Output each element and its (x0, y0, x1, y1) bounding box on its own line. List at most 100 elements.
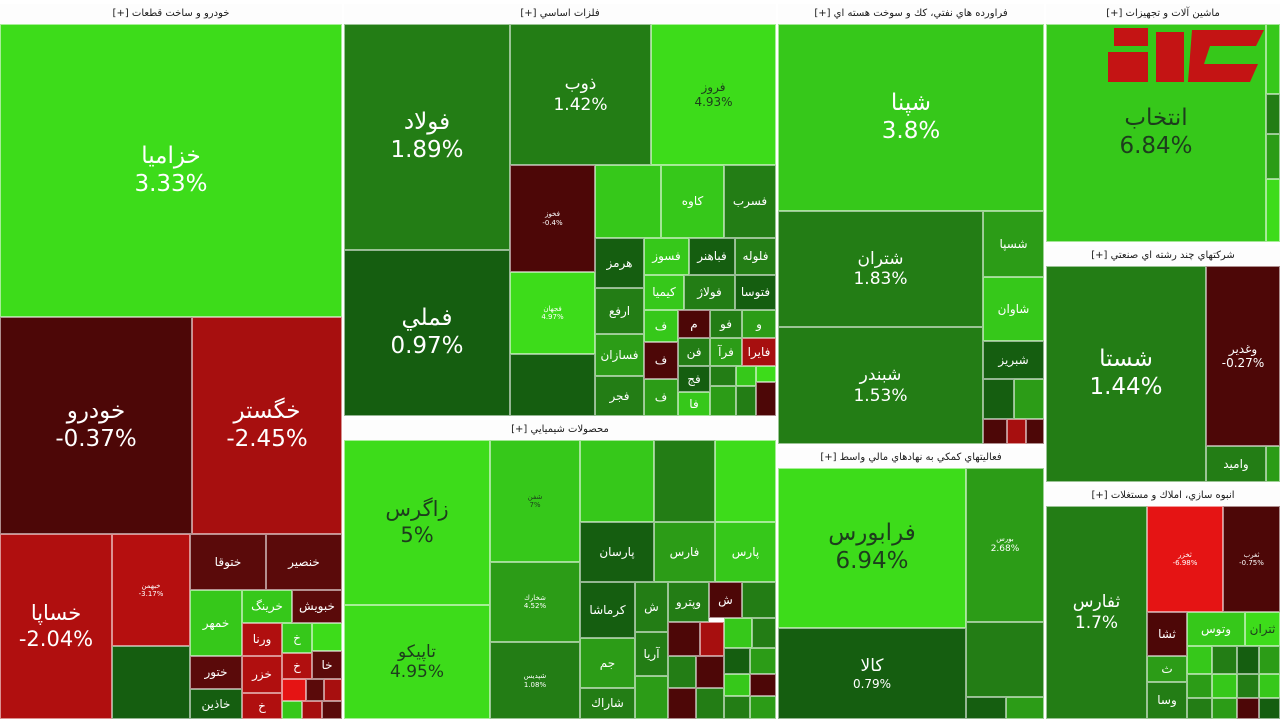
sector-auto-header[interactable]: خودرو و ساخت قطعات [+] (0, 4, 342, 25)
tile-khegostar[interactable]: خگستر -2.45% (192, 317, 342, 534)
tile-khazar[interactable]: خزر (242, 656, 282, 693)
tile-varna[interactable]: ورنا (242, 623, 282, 656)
tile-m4[interactable]: فن (678, 338, 710, 366)
tile-chem-h[interactable] (724, 618, 752, 648)
tile-shbandar[interactable]: شبندر 1.53% (778, 327, 983, 444)
tile-sharak[interactable]: شاراك (580, 688, 635, 719)
tile-chem-p[interactable] (724, 674, 750, 696)
tile-khodro[interactable]: خودرو -0.37% (0, 317, 192, 534)
tile-r4[interactable]: ثغرب -0.75% (1223, 506, 1280, 612)
tile-faraboors[interactable]: فرابورس 6.94% (778, 468, 966, 628)
tile-c1[interactable]: ش (635, 582, 668, 632)
tile-m2[interactable]: م (678, 310, 710, 338)
tile-mach-a[interactable] (1266, 24, 1280, 94)
tile-vtoos[interactable]: وتوس (1187, 612, 1245, 646)
tile-ref-e[interactable] (1026, 419, 1044, 444)
tile-re-k[interactable] (1237, 698, 1259, 719)
tile-multi-a[interactable] (1266, 446, 1280, 482)
tile-r1[interactable]: ثشا (1147, 612, 1187, 656)
tile-boors[interactable]: بورس 2.68% (966, 468, 1044, 622)
tile-zob[interactable]: ذوب 1.42% (510, 24, 651, 165)
tile-m-small-a[interactable] (710, 366, 736, 386)
sector-chemical-header[interactable]: محصولات شيميايي [+] (344, 420, 776, 441)
tile-shkhark[interactable]: شخارك 4.52% (490, 562, 580, 642)
tile-shavan[interactable]: شاوان (983, 277, 1044, 341)
tile-m-small-b[interactable] (736, 366, 756, 386)
tile-re-e[interactable] (1187, 674, 1212, 698)
tile-kave[interactable]: كاوه (661, 165, 724, 238)
tile-parsan[interactable]: پارسان (580, 522, 654, 582)
tile-khmehr[interactable]: خمهر (190, 590, 242, 656)
tile-re-b[interactable] (1212, 646, 1237, 674)
tile-m9[interactable]: فا (678, 392, 710, 416)
tile-m5[interactable]: فرآ (710, 338, 742, 366)
tile-mach-d[interactable] (1266, 179, 1280, 242)
tile-mach-c[interactable] (1266, 134, 1280, 179)
tile-ref-a[interactable] (983, 379, 1014, 419)
tile-fsazan[interactable]: فسازان (595, 334, 644, 376)
tile-m-small-c[interactable] (756, 366, 776, 382)
sector-financial-header[interactable]: فعاليتهاي كمكي به نهادهاي مالي واسط [+] (778, 448, 1044, 469)
tile-chem-d[interactable] (742, 582, 776, 618)
tile-khbahman-small[interactable] (112, 646, 190, 719)
tile-m-small-e[interactable] (736, 386, 756, 416)
tile-kh1[interactable]: خ (282, 623, 312, 653)
tile-chem-r[interactable] (724, 696, 750, 719)
tile-shasta[interactable]: شستا 1.44% (1046, 266, 1206, 482)
tile-fars[interactable]: فارس (654, 522, 715, 582)
tile-chem-s[interactable] (750, 696, 776, 719)
tile-khbahman[interactable]: خبهمن -3.17% (112, 534, 190, 646)
tile-kala[interactable]: كالا 0.79% (778, 628, 966, 719)
tile-fameli[interactable]: فملي 0.97% (344, 250, 510, 416)
tile-re-f[interactable] (1212, 674, 1237, 698)
tile-ref-b[interactable] (1014, 379, 1044, 419)
tile-mach-b[interactable] (1266, 94, 1280, 134)
tile-kharang[interactable]: خرينگ (242, 590, 292, 623)
tile-re-g[interactable] (1237, 674, 1259, 698)
tile-ftoosa[interactable]: فتوسا (735, 275, 776, 310)
tile-re-d[interactable] (1259, 646, 1280, 674)
tile-m3[interactable]: فو (710, 310, 742, 338)
tile-shpna[interactable]: شپنا 3.8% (778, 24, 1044, 211)
tile-kha[interactable]: خا (312, 651, 342, 679)
tile-re-i[interactable] (1187, 698, 1212, 719)
tile-re-a[interactable] (1187, 646, 1212, 674)
tile-sefars[interactable]: ثفارس 1.7% (1046, 506, 1147, 719)
tile-chem-e[interactable] (635, 676, 668, 719)
tile-fjahan[interactable]: فجهان 4.97% (510, 272, 595, 354)
tile-re-l[interactable] (1259, 698, 1280, 719)
tile-khsapa[interactable]: خساپا -2.04% (0, 534, 112, 719)
sector-machinery-header[interactable]: ماشين آلات و تجهيزات [+] (1046, 4, 1280, 25)
tile-fsooz[interactable]: فسوز (644, 238, 689, 275)
tile-fkhooz[interactable]: فخوز -0.4% (510, 165, 595, 272)
tile-shefan[interactable]: شفن 7% (490, 440, 580, 562)
tile-fajr[interactable]: فجر (595, 376, 644, 416)
tile-small-a[interactable] (312, 623, 342, 651)
tile-khaboush[interactable]: خبويش (292, 590, 342, 623)
tile-zagros[interactable]: زاگرس 5% (344, 440, 490, 605)
tile-fseh[interactable] (595, 165, 661, 238)
tile-kh3[interactable]: خ (242, 693, 282, 719)
tile-chem-j[interactable] (668, 656, 696, 688)
tile-foleh[interactable]: فلوله (735, 238, 776, 275)
tile-small-b[interactable] (282, 679, 306, 701)
tile-shtran[interactable]: شتران 1.83% (778, 211, 983, 327)
tile-small-c[interactable] (306, 679, 324, 701)
tile-m6[interactable]: ف (644, 342, 678, 379)
tile-arfa[interactable]: ارفع (595, 288, 644, 334)
tile-faira[interactable]: فايرا (742, 338, 776, 366)
tile-khtooga[interactable]: ختوقا (190, 534, 266, 590)
tile-fsarb[interactable]: فسرب (724, 165, 776, 238)
tile-chem-g[interactable] (700, 622, 724, 656)
tile-c2[interactable]: ش (709, 582, 742, 618)
tile-shbriz[interactable]: شبريز (983, 341, 1044, 379)
tile-chem-o[interactable] (696, 688, 724, 719)
tile-m1[interactable]: ف (644, 310, 678, 342)
tile-khtour[interactable]: ختور (190, 656, 242, 689)
sector-realestate-header[interactable]: انبوه سازي، املاك و مستغلات [+] (1046, 486, 1280, 507)
tile-kimia[interactable]: كيميا (644, 275, 684, 310)
tile-chem-i[interactable] (752, 618, 776, 648)
tile-khensir[interactable]: خنصير (266, 534, 342, 590)
tile-chem-m[interactable] (750, 648, 776, 674)
tile-sekhaz[interactable]: ثخزر -6.98% (1147, 506, 1223, 612)
